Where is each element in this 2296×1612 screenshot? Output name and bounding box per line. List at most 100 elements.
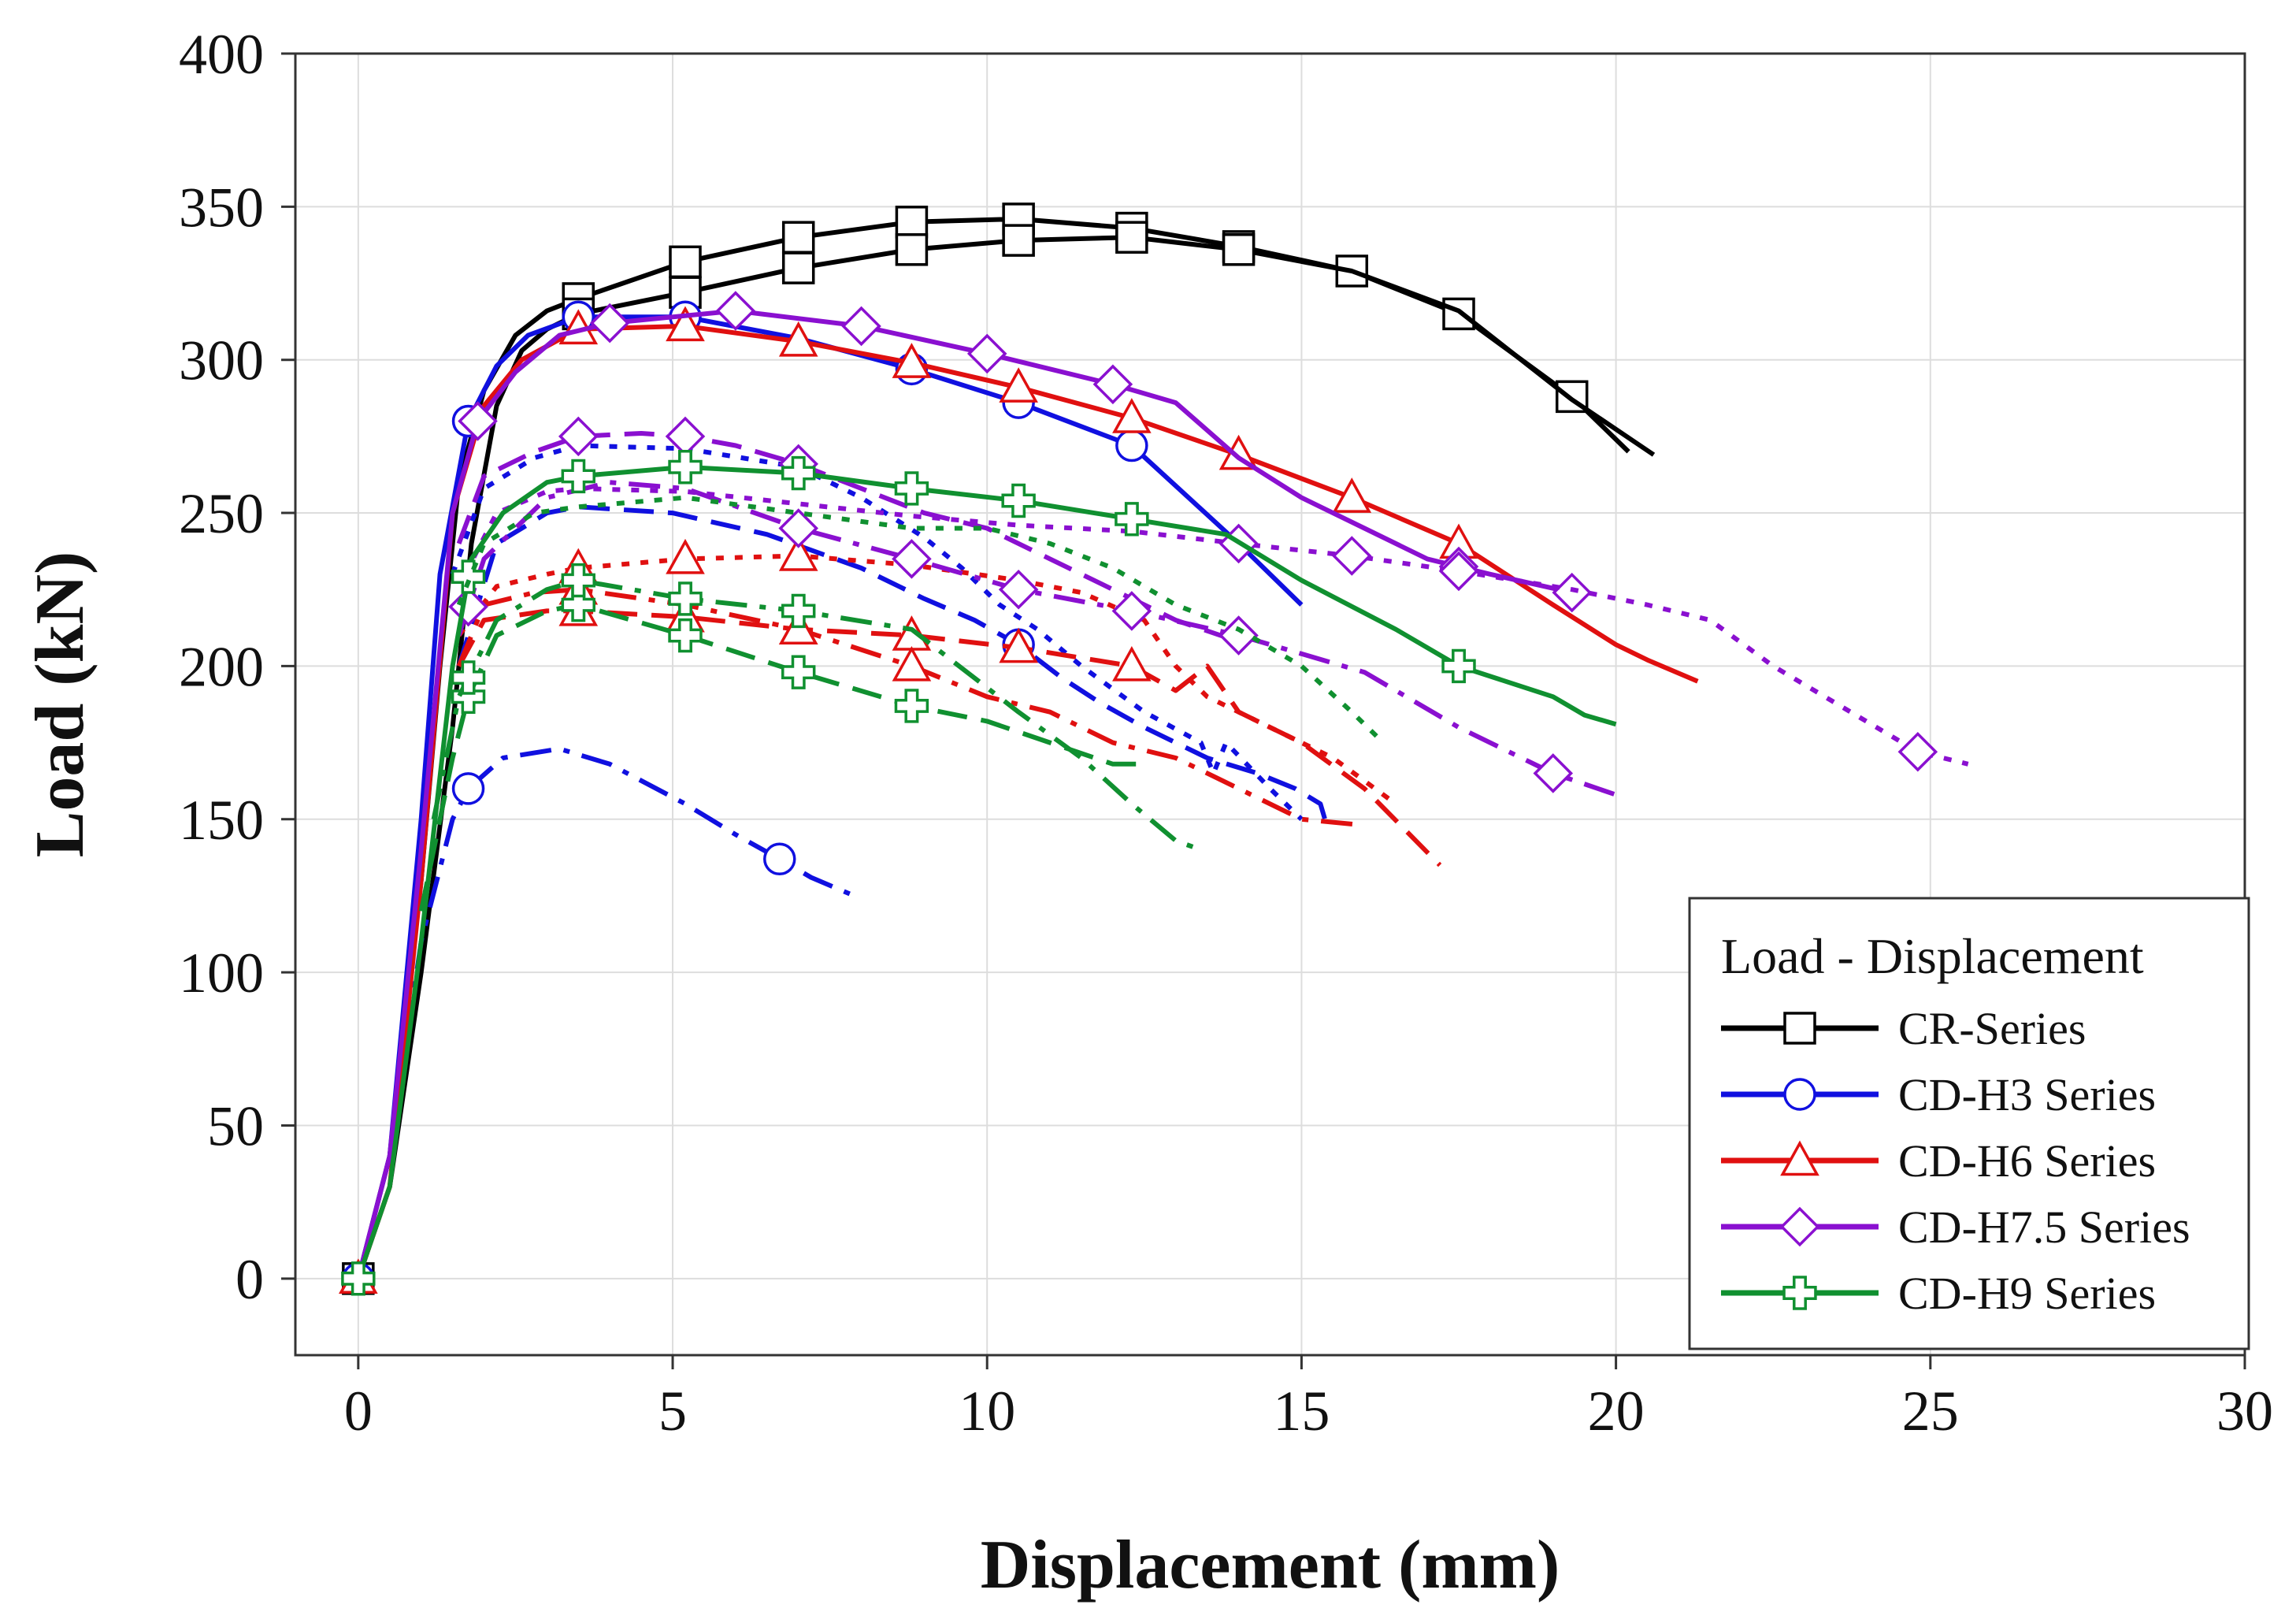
data-point-marker	[558, 416, 599, 457]
x-tick-label: 0	[344, 1380, 373, 1443]
data-point-marker	[778, 536, 818, 571]
data-point-marker	[999, 367, 1038, 403]
legend-marker-icon	[1783, 1078, 1816, 1111]
series-line	[456, 480, 1617, 797]
series-line	[431, 578, 1202, 852]
data-point-marker	[1533, 753, 1574, 793]
data-point-marker	[458, 401, 498, 441]
data-point-marker	[1001, 483, 1036, 518]
data-point-marker	[892, 343, 932, 378]
y-tick-label: 50	[207, 1094, 264, 1157]
data-point-marker	[1092, 364, 1133, 405]
y-tick-label: 350	[179, 176, 264, 239]
legend-label: CR-Series	[1898, 1003, 2086, 1054]
data-point-marker	[561, 563, 595, 598]
legend: Load - Displacement CR-Series CD-H3 Serie…	[1688, 897, 2250, 1350]
data-point-marker	[781, 251, 815, 284]
legend-entry: CD-H7.5 Series	[1721, 1202, 2190, 1253]
data-point-marker	[892, 645, 932, 682]
data-point-marker	[561, 459, 595, 494]
data-point-marker	[1002, 224, 1035, 257]
legend-marker-icon	[1780, 1140, 1819, 1176]
data-point-marker	[1552, 572, 1593, 613]
legend-label: CD-H9 Series	[1898, 1268, 2156, 1319]
data-point-marker	[668, 581, 703, 616]
data-point-marker	[781, 655, 816, 689]
data-point-marker	[668, 450, 703, 485]
data-point-marker	[1115, 429, 1148, 462]
series-cd-h9-series	[418, 587, 1144, 912]
data-point-marker	[781, 455, 816, 491]
data-point-marker	[966, 333, 1007, 374]
data-point-marker	[715, 291, 756, 331]
data-point-marker	[892, 539, 932, 579]
series-cd-h6-series	[339, 306, 1699, 1294]
data-point-marker	[451, 772, 485, 805]
legend-label: CD-H6 Series	[1898, 1135, 2156, 1187]
y-tick-label: 250	[179, 482, 264, 545]
data-point-marker	[998, 569, 1039, 610]
y-tick-label: 0	[236, 1248, 264, 1311]
y-tick-label: 150	[179, 789, 264, 852]
series-cd-h6-series	[456, 590, 1442, 867]
x-axis-ticks: 0 5 10 15 20 25 30	[344, 1355, 2273, 1443]
series-layer	[339, 202, 1969, 1296]
plot-frame	[294, 52, 2246, 1357]
data-point-marker	[841, 306, 881, 347]
series-cd-h7-5-series	[355, 291, 1593, 1280]
legend-marker-icon	[1782, 1276, 1817, 1310]
axes	[294, 52, 2246, 1357]
series-line	[456, 608, 1442, 867]
x-tick-label: 5	[658, 1380, 687, 1443]
series-cd-h9-series	[341, 450, 1617, 1296]
data-point-marker	[778, 508, 818, 548]
grid	[295, 53, 2246, 1355]
y-tick-label: 200	[179, 635, 264, 698]
data-point-marker	[448, 586, 488, 627]
series-line	[355, 323, 1699, 1280]
data-point-marker	[669, 245, 702, 279]
data-point-marker	[781, 221, 815, 254]
y-axis-title: Load (kN)	[22, 552, 98, 858]
data-point-marker	[561, 587, 595, 622]
data-point-marker	[341, 1261, 376, 1296]
series-cd-h3-series	[387, 746, 862, 1157]
data-point-marker	[1442, 297, 1475, 331]
data-point-marker	[895, 233, 929, 266]
data-point-marker	[1115, 502, 1149, 537]
legend-marker-icon	[1783, 1012, 1816, 1045]
legend-box	[1688, 897, 2250, 1350]
data-point-marker	[1438, 551, 1479, 592]
x-tick-label: 20	[1588, 1380, 1645, 1443]
data-point-marker	[763, 842, 796, 876]
data-point-marker	[666, 306, 705, 342]
series-cd-h9-series	[456, 495, 1385, 745]
data-point-marker	[894, 471, 929, 506]
series-cr-series	[355, 221, 1656, 1280]
data-point-marker	[1222, 233, 1256, 266]
data-point-marker	[451, 559, 486, 594]
x-tick-label: 25	[1902, 1380, 1959, 1443]
data-point-marker	[666, 538, 705, 574]
series-cd-h3-series	[450, 443, 1304, 821]
data-point-marker	[1332, 477, 1372, 513]
x-tick-label: 15	[1273, 1380, 1330, 1443]
data-point-marker	[1897, 731, 1938, 772]
data-point-marker	[778, 321, 818, 357]
x-tick-label: 30	[2216, 1380, 2273, 1443]
y-tick-label: 400	[179, 23, 264, 86]
data-point-marker	[894, 689, 929, 723]
data-point-marker	[1111, 591, 1152, 631]
data-point-marker	[1112, 398, 1152, 433]
data-point-marker	[1112, 645, 1152, 682]
data-point-marker	[1218, 615, 1259, 656]
series-cd-h9-series	[431, 563, 1202, 852]
y-tick-label: 300	[179, 329, 264, 392]
legend-title: Load - Displacement	[1721, 928, 2144, 984]
data-point-marker	[1441, 648, 1476, 684]
legend-label: CD-H3 Series	[1898, 1069, 2156, 1120]
series-line	[387, 746, 862, 1157]
x-axis-title: Displacement (mm)	[981, 1527, 1560, 1603]
